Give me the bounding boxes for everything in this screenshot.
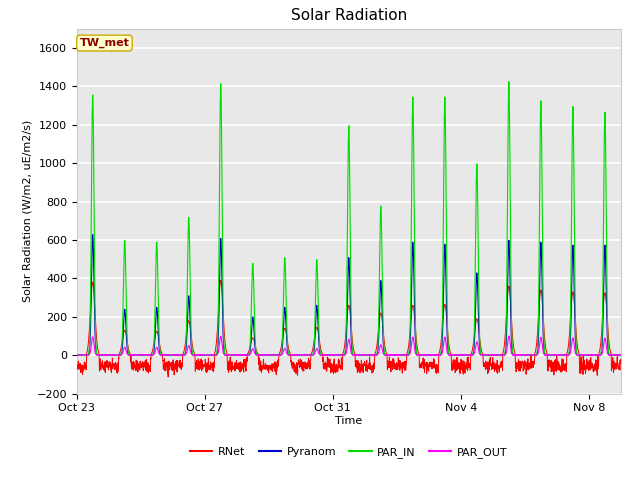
- Legend: RNet, Pyranom, PAR_IN, PAR_OUT: RNet, Pyranom, PAR_IN, PAR_OUT: [186, 443, 512, 463]
- Text: TW_met: TW_met: [79, 38, 129, 48]
- X-axis label: Time: Time: [335, 416, 362, 426]
- Y-axis label: Solar Radiation (W/m2, uE/m2/s): Solar Radiation (W/m2, uE/m2/s): [22, 120, 33, 302]
- Title: Solar Radiation: Solar Radiation: [291, 9, 407, 24]
